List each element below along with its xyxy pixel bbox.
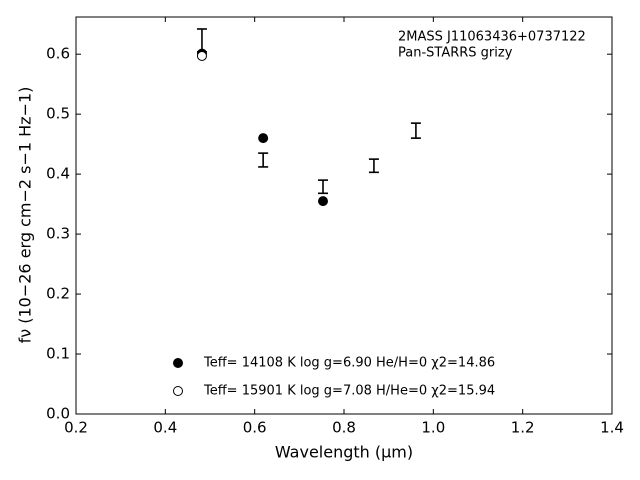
error-bar [196, 28, 207, 53]
error-bar [410, 122, 421, 139]
y-tick-label: 0.6 [46, 45, 70, 63]
x-axis-label: Wavelength (μm) [275, 443, 413, 462]
legend-label: Teff= 15901 K log g=7.08 H/He=0 χ2=15.94 [203, 384, 495, 399]
x-tick-label: 0.6 [243, 419, 267, 437]
legend-marker [173, 386, 183, 396]
x-tick-label: 0.8 [332, 419, 356, 437]
y-axis-label: fν (10−26 erg cm−2 s−1 Hz−1) [16, 87, 35, 344]
y-tick-label: 0.2 [46, 285, 70, 303]
point [318, 196, 329, 207]
plot-frame [75, 16, 613, 415]
y-tick-label: 0.0 [46, 405, 70, 423]
x-tick-label: 0.4 [153, 419, 177, 437]
legend-label: Teff= 14108 K log g=6.90 He/H=0 χ2=14.86 [203, 356, 495, 371]
error-bar [258, 152, 269, 168]
point [258, 133, 269, 144]
error-bar [368, 158, 379, 174]
y-tick-label: 0.1 [46, 345, 70, 363]
y-tick-label: 0.5 [46, 105, 70, 123]
x-tick-label: 0.2 [64, 419, 88, 437]
y-tick-label: 0.4 [46, 165, 70, 183]
error-bar [318, 179, 329, 195]
x-tick-label: 1.4 [600, 419, 624, 437]
x-tick-label: 1.0 [421, 419, 445, 437]
annotation: 2MASS J11063436+0737122 [398, 30, 586, 45]
x-tick-label: 1.2 [511, 419, 535, 437]
annotation: Pan-STARRS grizy [398, 46, 513, 61]
y-tick-label: 0.3 [46, 225, 70, 243]
point [196, 50, 207, 61]
legend-marker [173, 358, 183, 368]
